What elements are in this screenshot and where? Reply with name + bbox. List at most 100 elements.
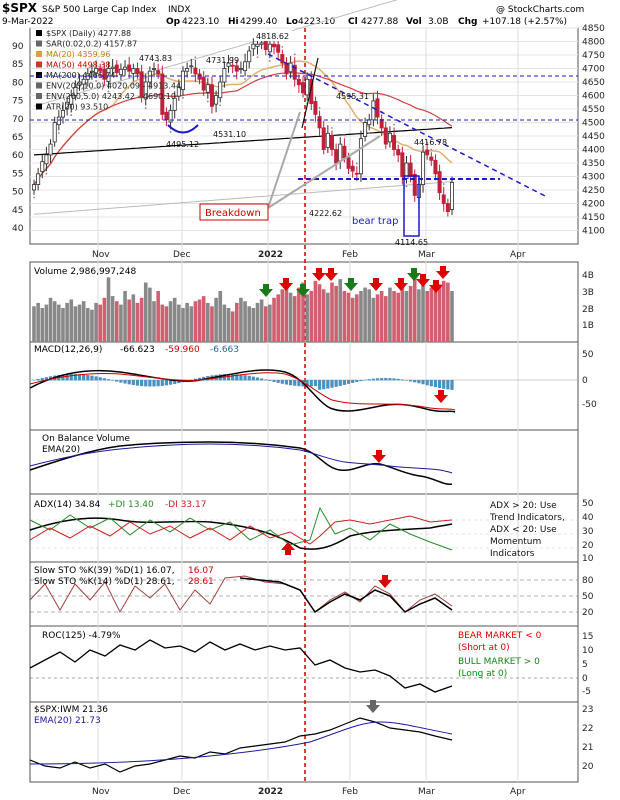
roc-line — [29, 639, 453, 693]
candle-body — [143, 81, 148, 100]
bottom-arc — [167, 124, 199, 134]
candle-body — [226, 62, 231, 67]
volume-bar — [90, 309, 94, 342]
volume-bar — [73, 306, 78, 342]
legend-swatch — [36, 103, 42, 110]
volume-bar — [127, 299, 131, 342]
candle-body — [160, 73, 165, 115]
volume-bar — [156, 291, 160, 342]
volume-bar — [284, 285, 289, 342]
candle-body — [127, 64, 132, 72]
candle-body — [309, 78, 314, 105]
volume-bar — [255, 302, 260, 342]
price-tick: 4600 — [582, 92, 605, 102]
macd-hist-bar — [313, 380, 318, 387]
macd-hist-bar — [450, 380, 454, 390]
macd-hist-bar — [442, 380, 446, 389]
volume-bar — [189, 306, 194, 342]
volume-bar — [172, 297, 177, 342]
price-layer — [32, 0, 454, 217]
candle-body — [259, 42, 264, 45]
macd-hist-bar — [284, 380, 289, 385]
vol-arrow-red-1 — [279, 278, 293, 291]
volume-bar — [321, 289, 326, 342]
macd-hist-bar — [32, 380, 36, 381]
vol-arrow-red-4 — [369, 278, 383, 291]
candle-body — [371, 100, 376, 121]
candle-body — [317, 116, 322, 129]
price-tick: 4850 — [582, 24, 605, 34]
legend-swatch — [36, 51, 42, 57]
volume-bar — [32, 306, 36, 342]
candle-body — [437, 171, 442, 194]
sto-tick-50: 50 — [582, 592, 594, 602]
obv-label: On Balance Volume — [42, 434, 130, 444]
atr-tick: 40 — [12, 224, 24, 234]
sar-dot — [194, 56, 197, 59]
candle-body — [185, 68, 190, 72]
macd-hist-bar — [276, 380, 280, 383]
candle-body — [367, 119, 372, 126]
sar-dot — [107, 90, 110, 93]
candle-body — [383, 127, 388, 145]
volume-bar — [98, 304, 103, 342]
sar-dot — [393, 123, 395, 126]
vertical-gridlines — [97, 28, 519, 782]
sar-dot — [169, 131, 172, 133]
volume-bar — [65, 302, 69, 342]
close-value: 4277.88 — [361, 17, 398, 27]
macd-hist-bar — [425, 380, 429, 386]
volume-bar — [77, 304, 82, 342]
x-label-nov-bottom: Nov — [92, 787, 110, 797]
ratio-tick-21: 21 — [582, 743, 593, 753]
macd-hist-bar — [69, 374, 73, 381]
vol-arrow-red-6 — [416, 274, 430, 287]
candle-body — [73, 87, 78, 96]
macd-hist-bar — [326, 380, 330, 389]
macd-hist-bar — [226, 374, 231, 381]
candle-body — [131, 68, 136, 74]
candle-body — [52, 122, 57, 143]
candle-body — [164, 111, 169, 121]
macd-hist-bar — [297, 380, 301, 387]
macd-hist-bar — [135, 380, 140, 386]
volume-bar — [222, 304, 227, 342]
macd-hist-bar — [197, 377, 202, 381]
volume-bar — [350, 297, 355, 342]
candle-body — [69, 95, 74, 105]
price-tick: 4450 — [582, 132, 605, 142]
sar-dot — [182, 97, 184, 99]
volume-bar — [110, 296, 115, 342]
volume-bar — [152, 301, 156, 342]
legend-swatch — [36, 30, 42, 36]
macd-hist-bar — [437, 380, 442, 389]
macd-label: MACD(12,26,9) — [34, 345, 102, 355]
sar-dot — [231, 56, 234, 59]
sar-dot — [95, 80, 97, 82]
volume-bar — [181, 308, 185, 342]
macd-hist-bar — [317, 380, 322, 390]
macd-hist-bar — [177, 380, 181, 384]
volume-bar — [379, 291, 384, 342]
x-label-apr-bottom: Apr — [510, 787, 526, 797]
candle-body — [102, 68, 107, 80]
sar-dot — [293, 53, 296, 56]
volume-bar — [193, 301, 198, 342]
volume-bar — [218, 291, 223, 342]
macd-hist-bar — [392, 378, 396, 381]
volume-bar — [40, 308, 45, 342]
sto-slow-line — [239, 577, 453, 614]
label-4416: 4416.78 — [414, 138, 447, 147]
macd-hist-bar — [106, 379, 111, 381]
header-date: 9-Mar-2022 — [2, 17, 54, 27]
volume-bar — [408, 285, 413, 342]
volume-signal-arrows — [259, 266, 450, 297]
candle-body — [193, 67, 198, 75]
candle-body — [387, 132, 392, 143]
roc-bear-1: BEAR MARKET < 0 — [458, 631, 542, 641]
macd-hist-bar — [429, 380, 433, 387]
sar-dot — [206, 100, 209, 103]
volume-bar — [268, 304, 272, 342]
legend-entry: ENV(200,10.0) 4020.09 - 4913.44 — [46, 82, 181, 91]
vol-arrow-green-2 — [296, 284, 310, 297]
